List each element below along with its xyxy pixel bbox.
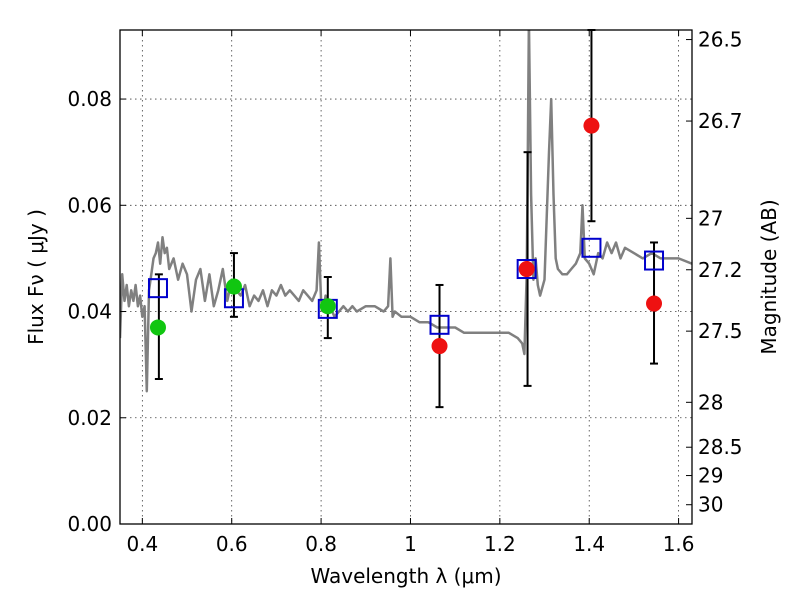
ticks: 0.4 0.6 0.8 1 1.2 1.4 1.6 0.00 0.02 0.04 0.06 0.08 2… [67, 28, 742, 556]
y-tick-label: 0.00 [67, 512, 112, 536]
model-box [581, 237, 602, 258]
y-tick-label: 0.02 [67, 406, 112, 430]
mag-tick-label: 29 [698, 464, 723, 488]
mag-tick-label: 30 [698, 493, 723, 517]
mag-tick-label: 27 [698, 206, 723, 230]
y-tick-label: 0.08 [67, 87, 112, 111]
spectrum-line [120, 30, 692, 393]
right-axis-label: Magnitude (AB) [757, 199, 781, 354]
x-tick-label: 0.8 [305, 532, 337, 556]
plot-frame [119, 29, 693, 525]
x-tick-label: 1.6 [663, 532, 695, 556]
y-tick-label: 0.04 [67, 300, 112, 324]
model-box [429, 314, 450, 335]
green-point [319, 298, 336, 315]
red-point [583, 117, 600, 134]
mag-tick-label: 27.2 [698, 258, 743, 282]
x-tick-label: 0.6 [216, 532, 248, 556]
mag-tick-label: 27.5 [698, 319, 743, 343]
green-point [149, 319, 166, 336]
model-box [644, 250, 665, 271]
red-point [431, 338, 448, 355]
observed-point-series [149, 117, 663, 355]
x-axis-label: Wavelength λ (μm) [310, 564, 501, 588]
model-box [516, 259, 537, 280]
y-axis-label: Flux Fν ( μJy ) [24, 209, 48, 345]
spectrum-series [120, 30, 692, 393]
red-point [518, 261, 535, 278]
green-point [225, 278, 242, 295]
x-tick-label: 1.4 [573, 532, 605, 556]
grid [120, 30, 692, 525]
mag-tick-label: 28.5 [698, 435, 743, 459]
mag-tick-label: 26.5 [698, 28, 743, 52]
model-box [147, 278, 168, 299]
mag-tick-label: 26.7 [698, 109, 743, 133]
red-point [646, 295, 663, 312]
y-tick-label: 0.06 [67, 193, 112, 217]
x-tick-label: 0.4 [126, 532, 158, 556]
x-tick-label: 1 [404, 532, 417, 556]
mag-tick-label: 28 [698, 390, 723, 414]
x-tick-label: 1.2 [484, 532, 516, 556]
